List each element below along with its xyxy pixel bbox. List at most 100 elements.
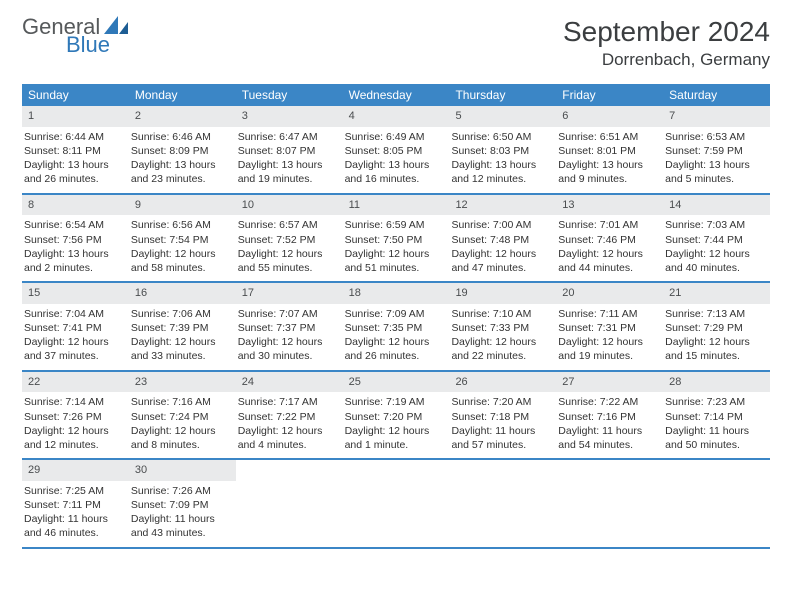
sunset-text: Sunset: 7:54 PM (131, 233, 232, 247)
weekday-header: Thursday (449, 84, 556, 106)
sunset-text: Sunset: 7:14 PM (665, 410, 766, 424)
daylight-text: and 15 minutes. (665, 349, 766, 363)
weekday-header: Saturday (663, 84, 770, 106)
weekday-header: Sunday (22, 84, 129, 106)
day-number: 20 (556, 283, 663, 304)
day-body: Sunrise: 6:49 AMSunset: 8:05 PMDaylight:… (343, 130, 450, 187)
sunrise-text: Sunrise: 7:16 AM (131, 395, 232, 409)
day-number: 13 (556, 195, 663, 216)
sunset-text: Sunset: 8:07 PM (238, 144, 339, 158)
day-cell: 5Sunrise: 6:50 AMSunset: 8:03 PMDaylight… (449, 106, 556, 193)
day-number: 10 (236, 195, 343, 216)
day-number: 22 (22, 372, 129, 393)
daylight-text: Daylight: 13 hours (131, 158, 232, 172)
sunset-text: Sunset: 7:44 PM (665, 233, 766, 247)
weekday-header: Friday (556, 84, 663, 106)
sunset-text: Sunset: 8:03 PM (451, 144, 552, 158)
day-body: Sunrise: 7:01 AMSunset: 7:46 PMDaylight:… (556, 218, 663, 275)
daylight-text: Daylight: 12 hours (665, 247, 766, 261)
sunrise-text: Sunrise: 6:49 AM (345, 130, 446, 144)
daylight-text: Daylight: 12 hours (24, 335, 125, 349)
daylight-text: Daylight: 11 hours (24, 512, 125, 526)
page-header: General Blue September 2024 Dorrenbach, … (22, 16, 770, 70)
week-row: 8Sunrise: 6:54 AMSunset: 7:56 PMDaylight… (22, 195, 770, 284)
day-cell: 12Sunrise: 7:00 AMSunset: 7:48 PMDayligh… (449, 195, 556, 282)
daylight-text: Daylight: 11 hours (558, 424, 659, 438)
sunrise-text: Sunrise: 7:01 AM (558, 218, 659, 232)
day-cell: 7Sunrise: 6:53 AMSunset: 7:59 PMDaylight… (663, 106, 770, 193)
weekday-row: SundayMondayTuesdayWednesdayThursdayFrid… (22, 84, 770, 106)
day-body: Sunrise: 6:56 AMSunset: 7:54 PMDaylight:… (129, 218, 236, 275)
day-body: Sunrise: 7:16 AMSunset: 7:24 PMDaylight:… (129, 395, 236, 452)
day-body: Sunrise: 7:04 AMSunset: 7:41 PMDaylight:… (22, 307, 129, 364)
daylight-text: and 55 minutes. (238, 261, 339, 275)
daylight-text: and 54 minutes. (558, 438, 659, 452)
sunrise-text: Sunrise: 6:57 AM (238, 218, 339, 232)
day-body: Sunrise: 6:54 AMSunset: 7:56 PMDaylight:… (22, 218, 129, 275)
sunset-text: Sunset: 7:09 PM (131, 498, 232, 512)
sunrise-text: Sunrise: 7:07 AM (238, 307, 339, 321)
sunset-text: Sunset: 7:20 PM (345, 410, 446, 424)
day-number: 30 (129, 460, 236, 481)
week-row: 29Sunrise: 7:25 AMSunset: 7:11 PMDayligh… (22, 460, 770, 549)
day-cell: 26Sunrise: 7:20 AMSunset: 7:18 PMDayligh… (449, 372, 556, 459)
day-body: Sunrise: 7:13 AMSunset: 7:29 PMDaylight:… (663, 307, 770, 364)
day-number: 1 (22, 106, 129, 127)
daylight-text: and 5 minutes. (665, 172, 766, 186)
day-cell: 29Sunrise: 7:25 AMSunset: 7:11 PMDayligh… (22, 460, 129, 547)
day-number: 11 (343, 195, 450, 216)
day-number: 7 (663, 106, 770, 127)
day-body: Sunrise: 7:03 AMSunset: 7:44 PMDaylight:… (663, 218, 770, 275)
daylight-text: Daylight: 13 hours (558, 158, 659, 172)
day-cell (556, 460, 663, 547)
sunrise-text: Sunrise: 6:54 AM (24, 218, 125, 232)
sunrise-text: Sunrise: 7:11 AM (558, 307, 659, 321)
day-cell: 13Sunrise: 7:01 AMSunset: 7:46 PMDayligh… (556, 195, 663, 282)
day-number: 26 (449, 372, 556, 393)
day-body: Sunrise: 7:22 AMSunset: 7:16 PMDaylight:… (556, 395, 663, 452)
day-cell (343, 460, 450, 547)
weekday-header: Monday (129, 84, 236, 106)
sunset-text: Sunset: 7:39 PM (131, 321, 232, 335)
week-row: 22Sunrise: 7:14 AMSunset: 7:26 PMDayligh… (22, 372, 770, 461)
sunrise-text: Sunrise: 7:14 AM (24, 395, 125, 409)
sunset-text: Sunset: 7:52 PM (238, 233, 339, 247)
daylight-text: and 4 minutes. (238, 438, 339, 452)
day-body: Sunrise: 7:23 AMSunset: 7:14 PMDaylight:… (663, 395, 770, 452)
daylight-text: and 43 minutes. (131, 526, 232, 540)
daylight-text: and 9 minutes. (558, 172, 659, 186)
daylight-text: and 47 minutes. (451, 261, 552, 275)
day-cell: 1 Sunrise: 6:44 AMSunset: 8:11 PMDaylight… (22, 106, 129, 193)
day-body: Sunrise: 6:47 AMSunset: 8:07 PMDaylight:… (236, 130, 343, 187)
day-body: Sunrise: 7:19 AMSunset: 7:20 PMDaylight:… (343, 395, 450, 452)
day-body: Sunrise: 7:17 AMSunset: 7:22 PMDaylight:… (236, 395, 343, 452)
day-number: 27 (556, 372, 663, 393)
daylight-text: Daylight: 11 hours (131, 512, 232, 526)
day-number: 17 (236, 283, 343, 304)
daylight-text: and 23 minutes. (131, 172, 232, 186)
day-body: Sunrise: 7:00 AMSunset: 7:48 PMDaylight:… (449, 218, 556, 275)
sunrise-text: Sunrise: 6:50 AM (451, 130, 552, 144)
daylight-text: Daylight: 11 hours (665, 424, 766, 438)
day-cell: 16Sunrise: 7:06 AMSunset: 7:39 PMDayligh… (129, 283, 236, 370)
day-cell: 25Sunrise: 7:19 AMSunset: 7:20 PMDayligh… (343, 372, 450, 459)
daylight-text: Daylight: 12 hours (558, 335, 659, 349)
day-cell: 14Sunrise: 7:03 AMSunset: 7:44 PMDayligh… (663, 195, 770, 282)
day-body: Sunrise: 7:07 AMSunset: 7:37 PMDaylight:… (236, 307, 343, 364)
daylight-text: and 19 minutes. (238, 172, 339, 186)
sunrise-text: Sunrise: 7:23 AM (665, 395, 766, 409)
day-body: Sunrise: 7:25 AMSunset: 7:11 PMDaylight:… (22, 484, 129, 541)
day-body: Sunrise: 7:20 AMSunset: 7:18 PMDaylight:… (449, 395, 556, 452)
sunrise-text: Sunrise: 7:26 AM (131, 484, 232, 498)
week-row: 15Sunrise: 7:04 AMSunset: 7:41 PMDayligh… (22, 283, 770, 372)
sunset-text: Sunset: 7:11 PM (24, 498, 125, 512)
day-cell: 17 Sunrise: 7:07 AMSunset: 7:37 PMDayligh… (236, 283, 343, 370)
day-number: 24 (236, 372, 343, 393)
sunrise-text: Sunrise: 7:09 AM (345, 307, 446, 321)
day-cell: 9Sunrise: 6:56 AMSunset: 7:54 PMDaylight… (129, 195, 236, 282)
sunrise-text: Sunrise: 6:44 AM (24, 130, 125, 144)
daylight-text: Daylight: 13 hours (345, 158, 446, 172)
daylight-text: Daylight: 13 hours (451, 158, 552, 172)
day-body: Sunrise: 6:44 AMSunset: 8:11 PMDaylight:… (22, 130, 129, 187)
day-body: Sunrise: 6:50 AMSunset: 8:03 PMDaylight:… (449, 130, 556, 187)
